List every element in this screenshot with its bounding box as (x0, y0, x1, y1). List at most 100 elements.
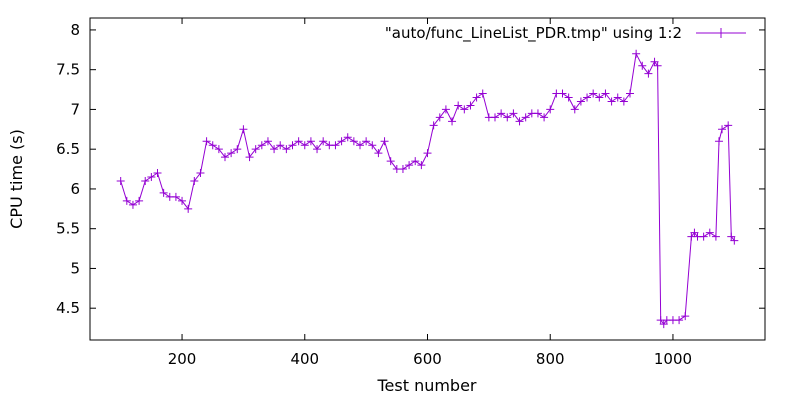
data-point (196, 169, 205, 178)
data-point (638, 61, 647, 70)
y-tick-label: 5 (70, 259, 80, 277)
data-point (300, 141, 309, 150)
y-axis-ticks: 4.5 5 5.5 6 6.5 7 7.5 8 (56, 21, 765, 317)
data-point (208, 141, 217, 150)
x-tick-label: 600 (413, 350, 442, 368)
data-point (626, 89, 634, 98)
data-point (190, 176, 199, 185)
data-point (227, 149, 236, 158)
data-point (313, 145, 322, 154)
data-point (714, 137, 723, 146)
data-point (681, 312, 690, 321)
data-point (521, 113, 530, 122)
legend-point-marker (716, 28, 726, 38)
data-point (589, 89, 598, 98)
data-point (282, 145, 291, 154)
plot-frame (89, 17, 766, 341)
data-point (417, 161, 426, 170)
data-point (239, 125, 248, 134)
data-point (386, 157, 395, 166)
y-tick-label: 8 (70, 21, 80, 39)
data-point (398, 165, 407, 174)
data-point (435, 113, 444, 122)
data-point (466, 101, 475, 110)
data-point (705, 228, 714, 237)
x-tick-label: 400 (290, 350, 319, 368)
data-point (405, 161, 414, 170)
data-point (576, 97, 585, 106)
data-point (122, 196, 131, 205)
data-point (724, 121, 733, 130)
data-point (270, 145, 279, 154)
data-point (306, 137, 315, 146)
data-point (675, 316, 684, 325)
data-point (245, 153, 254, 162)
series-line (120, 52, 735, 325)
data-point (233, 145, 242, 154)
data-point (221, 153, 229, 162)
data-point (515, 117, 524, 126)
y-tick-label: 5.5 (56, 220, 80, 238)
x-tick-label: 200 (168, 350, 197, 368)
data-point (595, 93, 604, 102)
y-tick-label: 6 (70, 180, 80, 198)
data-point (509, 109, 518, 118)
data-point (583, 93, 592, 102)
y-tick-label: 7.5 (56, 61, 80, 79)
data-point (503, 113, 512, 122)
data-point (294, 137, 303, 146)
data-point (632, 49, 641, 58)
x-tick-label: 1000 (654, 350, 692, 368)
data-point (202, 137, 211, 146)
series-layer (116, 49, 739, 329)
data-point (454, 101, 463, 110)
data-point (141, 176, 150, 185)
data-point (570, 105, 579, 114)
x-tick-label: 800 (536, 350, 565, 368)
data-point (533, 109, 542, 118)
data-point (276, 141, 285, 150)
data-point (411, 157, 420, 166)
data-point (171, 192, 180, 201)
x-axis-ticks: 200 400 600 800 1000 (168, 18, 692, 368)
y-tick-label: 7 (70, 100, 80, 118)
data-point (644, 69, 653, 78)
data-point (128, 200, 137, 209)
data-point (699, 232, 708, 241)
data-point (116, 176, 125, 185)
data-point (491, 113, 499, 122)
data-point (153, 169, 162, 178)
data-point (374, 149, 383, 158)
data-point (337, 137, 346, 146)
data-point (257, 141, 266, 150)
data-point (472, 93, 481, 102)
data-point (478, 89, 487, 98)
data-point (147, 173, 156, 182)
data-point (380, 137, 389, 146)
data-point (319, 137, 328, 146)
data-point (497, 109, 506, 118)
data-point (441, 105, 450, 114)
data-point (711, 232, 720, 241)
y-axis-label: CPU time (s) (7, 129, 26, 229)
data-point (214, 145, 223, 154)
y-tick-label: 4.5 (56, 299, 80, 317)
data-point (331, 141, 340, 150)
data-point (184, 204, 193, 213)
data-point (251, 145, 260, 154)
data-point (159, 188, 168, 197)
data-point (362, 137, 371, 146)
data-point (178, 196, 187, 205)
data-point (429, 121, 438, 130)
data-point (730, 236, 739, 245)
data-point (460, 105, 469, 114)
data-point (540, 113, 549, 122)
data-point (558, 89, 567, 98)
legend-entry-label: "auto/func_LineList_PDR.tmp" using 1:2 (385, 24, 682, 43)
data-point (619, 97, 628, 106)
data-point (263, 137, 272, 146)
y-tick-label: 6.5 (56, 140, 80, 158)
data-point (288, 141, 297, 150)
data-point (423, 149, 432, 158)
data-point (718, 125, 727, 134)
